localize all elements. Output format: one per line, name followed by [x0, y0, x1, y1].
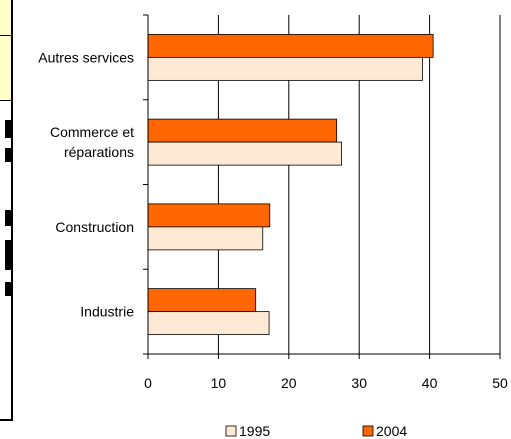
- category-label: Commerce et réparations: [50, 124, 134, 160]
- legend: 1995 2004: [225, 423, 407, 439]
- bar-1995: [147, 56, 423, 81]
- category-label: Autres services: [38, 49, 134, 65]
- bar-1995: [147, 311, 270, 336]
- axes: [143, 14, 501, 359]
- x-tick-label: 0: [144, 375, 152, 391]
- x-tick-label: 40: [422, 375, 438, 391]
- legend-swatch-1995: [225, 425, 237, 437]
- category-labels: Autres services Commerce et réparations Con…: [38, 49, 134, 319]
- cropped-side-panel: [0, 0, 13, 421]
- bar-2004: [147, 203, 271, 228]
- bar-2004: [147, 118, 338, 143]
- category-label: Construction: [55, 219, 134, 235]
- legend-swatch-2004: [362, 425, 374, 437]
- legend-label-1995: 1995: [239, 423, 270, 439]
- bars: [147, 33, 434, 336]
- category-label: Industrie: [80, 304, 134, 320]
- bar-1995: [147, 141, 343, 166]
- side-panel-text-fragment: [5, 120, 11, 138]
- x-tick-label: 20: [281, 375, 297, 391]
- side-panel-text-fragment: [5, 240, 11, 270]
- bar-1995: [147, 226, 264, 251]
- side-panel-text-fragment: [5, 148, 11, 162]
- side-panel-header: [0, 0, 11, 36]
- side-panel-highlight: [0, 36, 11, 101]
- side-panel-text-fragment: [5, 210, 11, 226]
- tick-labels: 0 10 20 30 40 50: [144, 375, 508, 391]
- x-tick-label: 50: [492, 375, 508, 391]
- legend-label-2004: 2004: [376, 423, 407, 439]
- bar-2004: [147, 288, 257, 313]
- x-tick-label: 10: [211, 375, 227, 391]
- x-tick-label: 30: [351, 375, 367, 391]
- side-panel-text-fragment: [5, 282, 11, 296]
- bar-2004: [147, 33, 434, 58]
